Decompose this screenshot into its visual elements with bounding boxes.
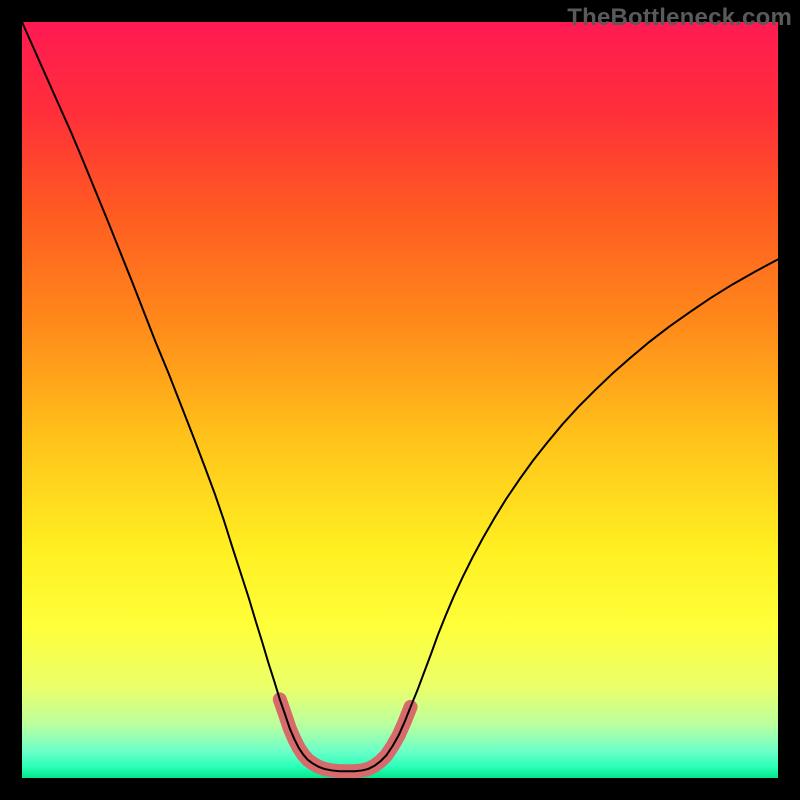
chart-stage: TheBottleneck.com xyxy=(0,0,800,800)
bottleneck-chart xyxy=(0,0,800,800)
watermark-text: TheBottleneck.com xyxy=(567,4,792,32)
gradient-rect xyxy=(22,22,778,778)
